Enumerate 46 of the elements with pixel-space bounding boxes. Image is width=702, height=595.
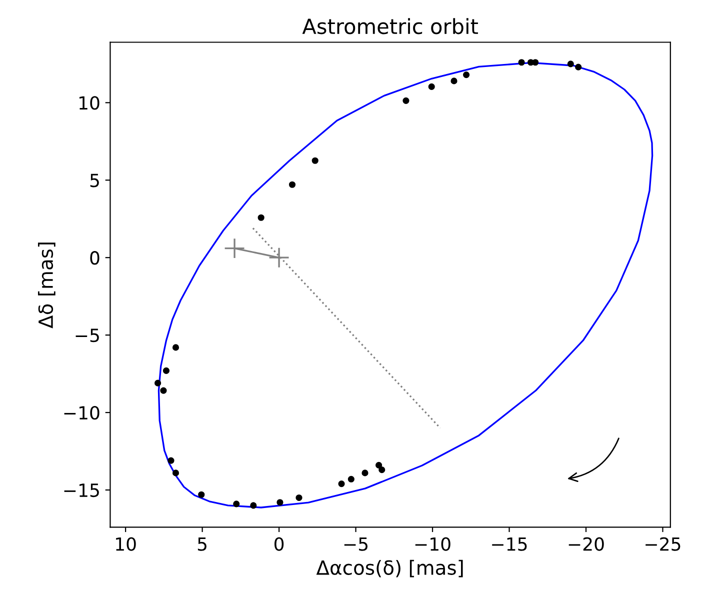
y-tick-label: −15 — [64, 484, 99, 498]
y-tick-label: 10 — [80, 96, 100, 110]
point — [276, 499, 284, 506]
point — [296, 494, 302, 502]
point — [172, 470, 180, 476]
point — [312, 157, 318, 164]
point — [575, 64, 582, 70]
point — [233, 500, 240, 508]
x-tick-label: −25 — [646, 537, 680, 551]
point — [402, 97, 410, 104]
x-tick-label: −10 — [415, 537, 450, 551]
point — [224, 238, 246, 259]
y-axis-title: Δδ [mas] — [38, 242, 56, 328]
point — [172, 344, 180, 351]
x-tick-label: 5 — [198, 537, 206, 551]
y-tick-label: −10 — [64, 406, 100, 420]
point — [250, 502, 257, 509]
y-tick-label: 5 — [90, 174, 99, 188]
point — [198, 491, 205, 498]
point — [154, 380, 162, 386]
point — [378, 466, 386, 474]
point — [518, 59, 525, 66]
x-tick-label: −20 — [568, 537, 604, 551]
x-tick-label: 0 — [274, 537, 284, 551]
point — [462, 71, 470, 78]
y-tick-label: 0 — [90, 251, 100, 265]
point — [160, 387, 167, 394]
point — [567, 60, 574, 68]
x-axis-title: Δαcos(δ) [mas] — [316, 560, 463, 578]
x-tick-label: 10 — [116, 537, 136, 551]
chart-title: Astrometric orbit — [302, 18, 478, 34]
point — [258, 214, 264, 221]
y-tick-label: −5 — [76, 328, 99, 342]
point — [348, 476, 354, 482]
point — [362, 470, 368, 476]
point — [168, 457, 174, 464]
point — [428, 83, 435, 90]
point — [338, 480, 345, 488]
point — [162, 367, 170, 374]
point — [376, 462, 382, 468]
x-tick-label: −15 — [492, 537, 527, 551]
point — [450, 78, 458, 84]
point — [532, 59, 539, 66]
x-tick-label: −5 — [344, 537, 368, 551]
point — [288, 181, 296, 188]
point — [268, 247, 290, 268]
